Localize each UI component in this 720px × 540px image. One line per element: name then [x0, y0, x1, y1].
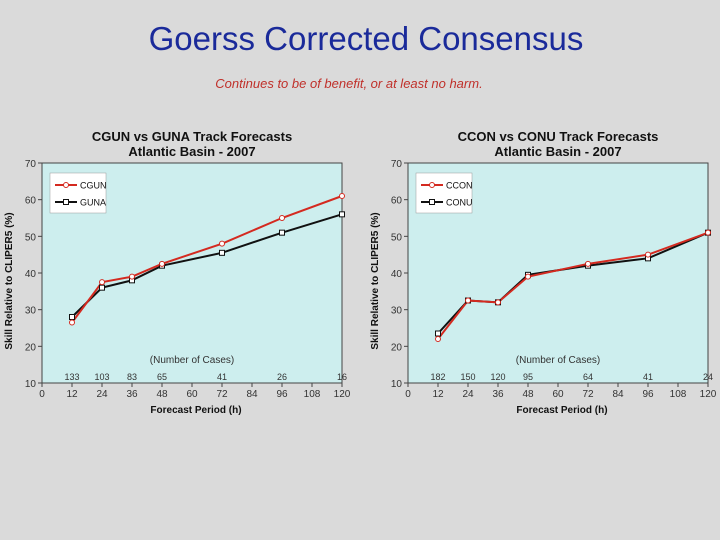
- data-point-guna: [219, 249, 225, 256]
- y-tick-label: 30: [391, 306, 403, 317]
- case-count-label: 83: [127, 372, 137, 382]
- data-point-ccon: [465, 297, 471, 304]
- x-tick-label: 96: [276, 389, 288, 400]
- data-point-cgun: [69, 319, 75, 326]
- case-count-label: 150: [460, 372, 475, 382]
- data-point-ccon: [435, 336, 441, 342]
- x-tick-label: 36: [492, 389, 504, 400]
- cases-label: (Number of Cases): [516, 355, 600, 366]
- y-tick-label: 70: [25, 159, 37, 170]
- data-point-cgun: [219, 240, 225, 247]
- legend-marker: [63, 199, 69, 205]
- x-tick-label: 48: [156, 389, 168, 400]
- plot-area: [407, 162, 709, 384]
- legend-label: CGUN: [80, 181, 107, 191]
- case-count-label: 95: [523, 372, 533, 382]
- chart-subtitle: Atlantic Basin - 2007: [128, 144, 255, 159]
- x-tick-label: 48: [522, 389, 534, 400]
- legend-label: CCON: [446, 181, 473, 191]
- legend-marker: [63, 182, 69, 188]
- y-tick-label: 70: [391, 159, 403, 170]
- x-tick-label: 108: [304, 389, 321, 400]
- y-axis-label: Skill Relative to CLIPER5 (%): [4, 212, 15, 349]
- legend-marker: [429, 199, 435, 205]
- data-point-cgun: [279, 215, 285, 221]
- data-point-cgun: [99, 279, 105, 286]
- legend-marker: [429, 182, 435, 188]
- data-point-ccon: [585, 260, 591, 267]
- x-tick-label: 108: [670, 389, 687, 400]
- x-tick-label: 0: [405, 389, 411, 400]
- data-point-cgun: [159, 260, 165, 267]
- slide-subtitle: Continues to be of benefit, or at least …: [215, 76, 483, 91]
- x-tick-label: 12: [432, 389, 444, 400]
- slide-title: Goerss Corrected Consensus: [148, 20, 584, 57]
- x-tick-label: 84: [612, 389, 624, 400]
- x-tick-label: 84: [246, 389, 258, 400]
- case-count-label: 26: [277, 372, 287, 382]
- data-point-ccon: [705, 229, 711, 236]
- case-count-label: 103: [94, 372, 109, 382]
- y-tick-label: 60: [391, 196, 403, 207]
- data-point-ccon: [525, 273, 531, 280]
- y-tick-label: 40: [25, 269, 37, 280]
- data-point-guna: [69, 314, 75, 320]
- x-tick-label: 60: [552, 389, 564, 400]
- data-point-cgun: [339, 193, 345, 199]
- case-count-label: 182: [430, 372, 445, 382]
- legend-box: [415, 172, 473, 214]
- x-tick-label: 72: [582, 389, 594, 400]
- x-tick-label: 12: [66, 389, 78, 400]
- y-tick-label: 10: [25, 379, 37, 390]
- case-count-label: 41: [217, 372, 227, 382]
- legend-box: [49, 172, 107, 214]
- case-count-label: 16: [337, 372, 347, 382]
- y-tick-label: 60: [25, 196, 37, 207]
- data-point-guna: [99, 284, 105, 291]
- x-axis-label: Forecast Period (h): [516, 405, 607, 416]
- x-axis-label: Forecast Period (h): [150, 405, 241, 416]
- data-point-guna: [279, 229, 285, 236]
- x-tick-label: 36: [126, 389, 138, 400]
- x-tick-label: 120: [334, 389, 351, 400]
- y-tick-label: 20: [25, 342, 37, 353]
- case-count-label: 24: [703, 372, 713, 382]
- x-tick-label: 24: [96, 389, 108, 400]
- y-tick-label: 10: [391, 379, 403, 390]
- data-point-conu: [435, 330, 441, 337]
- x-tick-label: 24: [462, 389, 474, 400]
- chart-subtitle: Atlantic Basin - 2007: [494, 144, 621, 159]
- data-point-ccon: [495, 299, 501, 306]
- y-tick-label: 40: [391, 269, 403, 280]
- case-count-label: 133: [64, 372, 79, 382]
- chart-title: CCON vs CONU Track Forecasts: [458, 129, 659, 144]
- case-count-label: 65: [157, 372, 167, 382]
- data-point-guna: [339, 211, 345, 218]
- x-tick-label: 72: [216, 389, 228, 400]
- legend-label: CONU: [446, 198, 473, 208]
- x-tick-label: 120: [700, 389, 717, 400]
- y-axis-label: Skill Relative to CLIPER5 (%): [370, 212, 381, 349]
- case-count-label: 41: [643, 372, 653, 382]
- cases-label: (Number of Cases): [150, 355, 234, 366]
- x-tick-label: 60: [186, 389, 198, 400]
- y-tick-label: 50: [25, 232, 37, 243]
- y-tick-label: 50: [391, 232, 403, 243]
- x-tick-label: 96: [642, 389, 654, 400]
- chart-title: CGUN vs GUNA Track Forecasts: [92, 129, 292, 144]
- data-point-ccon: [645, 251, 651, 258]
- data-point-cgun: [129, 273, 135, 280]
- case-count-label: 64: [583, 372, 593, 382]
- x-tick-label: 0: [39, 389, 45, 400]
- case-count-label: 120: [490, 372, 505, 382]
- legend-label: GUNA: [80, 198, 106, 208]
- y-tick-label: 20: [391, 342, 403, 353]
- y-tick-label: 30: [25, 306, 37, 317]
